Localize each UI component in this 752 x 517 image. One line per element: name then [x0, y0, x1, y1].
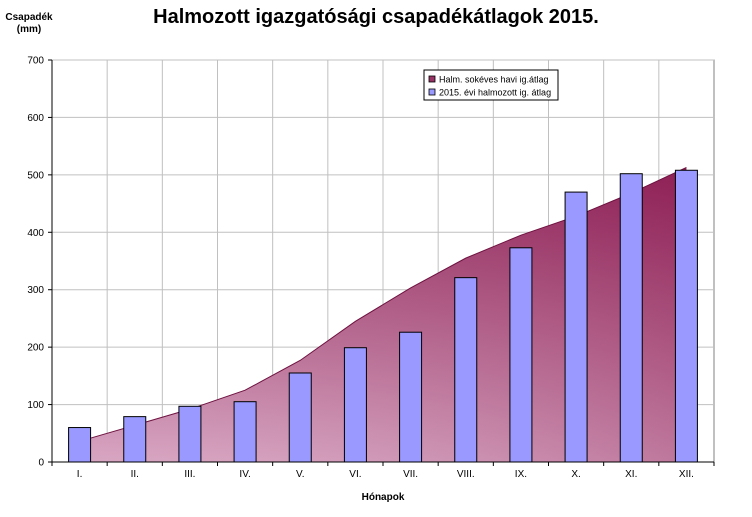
- x-tick-label: III.: [184, 469, 195, 480]
- legend-entry: Halm. sokéves havi ig.átlag: [439, 75, 549, 85]
- x-tick-label: IX.: [515, 469, 527, 480]
- bar: [68, 427, 92, 463]
- y-axis-label-line2: (mm): [16, 24, 42, 35]
- chart-title: Halmozott igazgatósági csapadékátlagok 2…: [153, 6, 599, 28]
- bar: [178, 405, 202, 463]
- y-tick-label: 600: [27, 113, 44, 124]
- legend-entry: 2015. évi halmozott ig. átlag: [439, 88, 551, 98]
- x-axis-label: Hónapok: [362, 492, 405, 503]
- y-axis-label-line1: Csapadék: [5, 12, 53, 23]
- x-tick-label: VII.: [403, 469, 418, 480]
- y-tick-label: 300: [27, 285, 44, 296]
- x-tick-label: VIII.: [457, 469, 475, 480]
- bar: [399, 331, 423, 463]
- x-tick-label: V.: [296, 469, 305, 480]
- bar: [674, 169, 698, 463]
- legend-box: [423, 69, 559, 101]
- y-axis-label: Csapadék (mm): [2, 12, 56, 36]
- y-tick-label: 400: [27, 228, 44, 239]
- x-tick-label: II.: [131, 469, 139, 480]
- area-series-shade: [79, 167, 687, 463]
- y-tick-label: 500: [27, 170, 44, 181]
- y-tick-label: 100: [27, 400, 44, 411]
- y-tick-label: 700: [27, 56, 44, 67]
- x-tick-label: XII.: [679, 469, 694, 480]
- legend-swatch: [428, 75, 436, 83]
- bar: [454, 277, 478, 463]
- x-tick-label: VI.: [349, 469, 361, 480]
- bar: [123, 416, 147, 463]
- bar: [564, 191, 588, 463]
- x-tick-label: I.: [77, 469, 83, 480]
- y-tick-label: 200: [27, 343, 44, 354]
- bar: [343, 347, 367, 463]
- x-tick-label: XI.: [625, 469, 637, 480]
- x-tick-label: IV.: [239, 469, 250, 480]
- y-tick-label: 0: [38, 458, 44, 469]
- bar: [288, 372, 312, 463]
- bar: [619, 173, 643, 463]
- plot-area: 0 100 200 300 400 500 600 700 I. II. III. IV. V. VI. V…: [27, 56, 715, 503]
- bar: [509, 247, 533, 463]
- bar: [233, 401, 257, 463]
- legend: Halm. sokéves havi ig.átlag 2015. évi hal…: [423, 69, 559, 101]
- x-tick-label: X.: [571, 469, 580, 480]
- legend-swatch: [428, 88, 436, 96]
